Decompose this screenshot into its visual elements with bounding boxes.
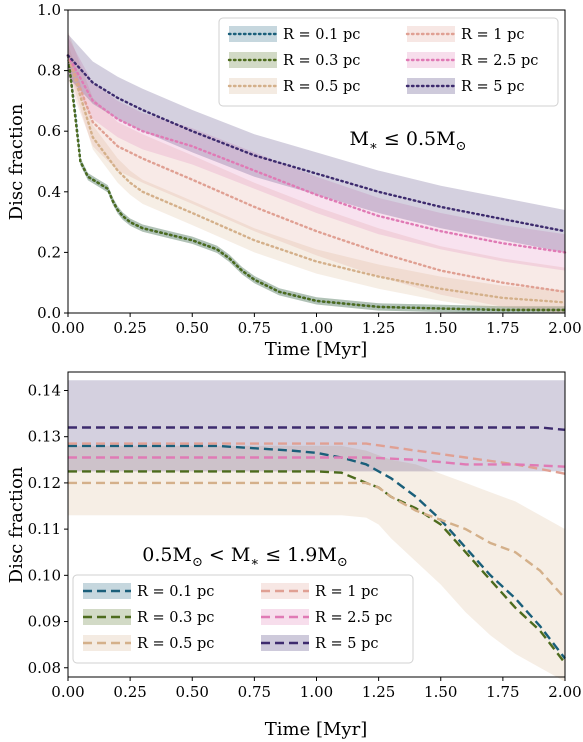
legend-swatch (83, 583, 131, 599)
series-line (66, 54, 567, 304)
y-tick-label: 0.2 (37, 243, 61, 261)
legend-swatch (83, 635, 131, 651)
y-tick-label: 0.8 (37, 62, 61, 80)
y-tick-label: 0.13 (28, 428, 61, 446)
y-tick-label: 0.0 (37, 304, 61, 322)
legend: R = 0.1 pc R = 0.3 pc R = 0.5 pc R = 1 pc R … (72, 574, 414, 664)
series-line (66, 54, 567, 293)
x-tick-label: 0.00 (51, 319, 84, 337)
legend-box (218, 17, 559, 107)
uncertainty-bands (68, 380, 565, 682)
uncertainty-band (68, 34, 565, 253)
y-tick-label: 1.0 (37, 1, 61, 19)
x-tick-label: 0.00 (51, 683, 84, 701)
series-line (66, 54, 567, 233)
x-tick-label: 0.25 (113, 319, 146, 337)
uncertainty-band (68, 380, 565, 472)
y-tick-label: 0.09 (28, 613, 61, 631)
legend-swatch (261, 609, 309, 625)
x-tick-label: 1.00 (300, 683, 333, 701)
legend-label: R = 0.5 pc (137, 636, 214, 652)
axis-ticks: 0.00 0.25 0.50 0.75 1.00 1.25 1.50 1.75 2.00 0.0 0… (37, 1, 582, 337)
x-tick-label: 2.00 (548, 319, 581, 337)
y-tick-label: 0.4 (37, 183, 61, 201)
legend-swatch (83, 609, 131, 625)
x-tick-label: 0.50 (176, 683, 209, 701)
series-line (68, 442, 566, 475)
y-tick-label: 0.11 (28, 520, 61, 538)
legend-swatch (261, 583, 309, 599)
series-line (68, 456, 566, 468)
series-line (68, 444, 566, 660)
series-lines (68, 426, 566, 664)
legend-label: R = 2.5 pc (315, 610, 392, 626)
legend-label: R = 2.5 pc (461, 53, 538, 69)
y-tick-label: 0.08 (28, 659, 61, 677)
uncertainty-band (68, 445, 565, 682)
x-axis-title: Time [Myr] (265, 339, 367, 360)
x-tick-label: 0.75 (238, 683, 271, 701)
legend-label: R = 0.5 pc (283, 79, 360, 95)
top-panel: 0.00 0.25 0.50 0.75 1.00 1.25 1.50 1.75 2.00 0.0 0… (6, 1, 582, 360)
series-line (66, 54, 567, 312)
legend-label: R = 1 pc (461, 27, 525, 43)
x-tick-label: 0.50 (176, 319, 209, 337)
series-line (68, 481, 566, 600)
y-axis-title: Disc fraction (6, 103, 27, 220)
y-tick-label: 0.14 (28, 381, 61, 399)
x-tick-label: 1.50 (424, 683, 457, 701)
legend-label: R = 0.3 pc (283, 53, 360, 69)
x-tick-label: 2.00 (548, 683, 581, 701)
legend-label: R = 5 pc (315, 636, 379, 652)
x-tick-label: 1.75 (486, 683, 519, 701)
x-axis-title: Time [Myr] (265, 719, 367, 740)
mass-annotation: M∗ ≤ 0.5M⊙ (350, 128, 467, 154)
legend-label: R = 0.3 pc (137, 610, 214, 626)
legend-label: R = 5 pc (461, 79, 525, 95)
y-tick-label: 0.10 (28, 566, 61, 584)
series-line (68, 426, 566, 431)
y-tick-label: 0.6 (37, 122, 61, 140)
x-tick-label: 1.25 (362, 319, 395, 337)
legend-box (72, 574, 414, 664)
uncertainty-band (68, 31, 565, 313)
y-axis-title: Disc fraction (6, 466, 27, 583)
uncertainty-bands (68, 31, 565, 314)
bottom-panel: 0.00 0.25 0.50 0.75 1.00 1.25 1.50 1.75 2.00 0.08… (6, 371, 582, 740)
series-line (66, 54, 567, 254)
axis-ticks: 0.00 0.25 0.50 0.75 1.00 1.25 1.50 1.75 2.00 0.08… (28, 381, 582, 701)
x-tick-label: 1.25 (362, 683, 395, 701)
legend-label: R = 0.1 pc (283, 27, 360, 43)
x-tick-label: 0.75 (238, 319, 271, 337)
x-tick-label: 1.50 (424, 319, 457, 337)
series-lines (66, 54, 567, 312)
uncertainty-band (68, 43, 565, 314)
legend-label: R = 0.1 pc (137, 584, 214, 600)
x-tick-label: 1.75 (486, 319, 519, 337)
mass-annotation: 0.5M⊙ < M∗ ≤ 1.9M⊙ (142, 544, 347, 570)
uncertainty-band (68, 37, 565, 271)
y-tick-label: 0.12 (28, 474, 61, 492)
legend-swatch (261, 635, 309, 651)
x-tick-label: 1.00 (300, 319, 333, 337)
legend: R = 0.1 pc R = 0.3 pc R = 0.5 pc R = 1 pc R … (218, 17, 559, 107)
x-tick-label: 0.25 (113, 683, 146, 701)
legend-label: R = 1 pc (315, 584, 379, 600)
